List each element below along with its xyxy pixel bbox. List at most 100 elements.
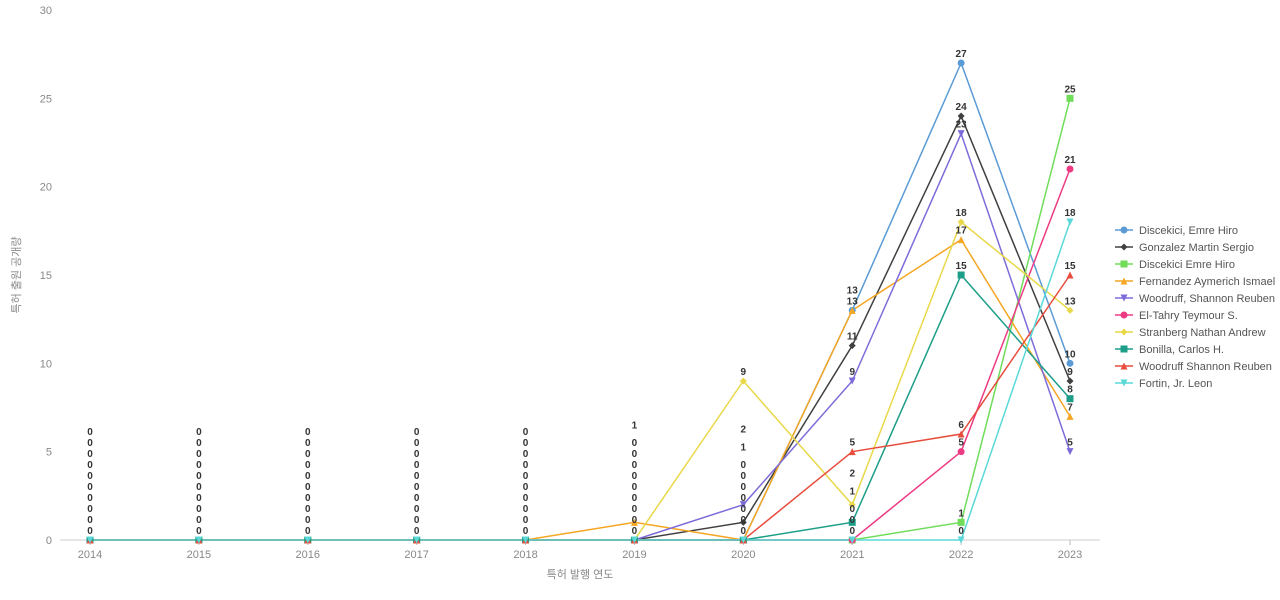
point-label: 0	[741, 526, 747, 537]
point-label: 0	[87, 449, 93, 460]
y-tick-label: 5	[46, 447, 52, 459]
point-label: 0	[741, 493, 747, 504]
y-tick-label: 20	[40, 182, 52, 194]
x-tick-label: 2014	[78, 549, 102, 561]
point-label: 0	[741, 515, 747, 526]
point-label: 9	[849, 367, 855, 378]
point-label: 0	[632, 449, 638, 460]
point-label: 0	[523, 504, 529, 515]
series-line	[90, 275, 1070, 540]
y-tick-label: 30	[40, 5, 52, 17]
point-label: 0	[849, 515, 855, 526]
marker	[1067, 219, 1074, 226]
point-label: 13	[847, 285, 859, 296]
marker	[958, 448, 965, 455]
point-label: 0	[196, 482, 202, 493]
point-label: 0	[523, 460, 529, 471]
point-label: 0	[414, 471, 420, 482]
point-label: 11	[847, 332, 858, 343]
y-tick-label: 0	[46, 535, 52, 547]
point-label: 0	[87, 471, 93, 482]
point-label: 0	[305, 471, 311, 482]
marker	[1067, 395, 1074, 402]
point-label: 0	[87, 438, 93, 449]
point-label: 5	[849, 438, 855, 449]
marker	[1067, 95, 1074, 102]
point-label: 0	[414, 482, 420, 493]
point-label: 0	[305, 438, 311, 449]
point-label: 0	[414, 493, 420, 504]
point-label: 27	[956, 49, 968, 60]
y-tick-label: 10	[40, 358, 52, 370]
series-line	[90, 275, 1070, 540]
point-label: 0	[414, 460, 420, 471]
point-label: 0	[523, 427, 529, 438]
point-label: 0	[87, 482, 93, 493]
point-label: 0	[741, 471, 747, 482]
point-label: 0	[632, 493, 638, 504]
point-label: 10	[1064, 349, 1076, 360]
marker	[1121, 346, 1128, 353]
series-line	[90, 134, 1070, 540]
point-label: 2	[741, 425, 747, 436]
point-label: 18	[1064, 208, 1076, 219]
series-line	[90, 63, 1070, 540]
point-label: 18	[956, 208, 968, 219]
point-label: 0	[196, 427, 202, 438]
point-label: 15	[1064, 261, 1076, 272]
point-label: 0	[196, 471, 202, 482]
point-label: 0	[632, 438, 638, 449]
marker	[1067, 378, 1074, 385]
marker	[1067, 272, 1074, 279]
point-label: 0	[741, 504, 747, 515]
x-tick-label: 2023	[1058, 549, 1082, 561]
marker	[958, 272, 965, 279]
point-label: 0	[87, 515, 93, 526]
point-label: 0	[632, 526, 638, 537]
legend-label: Stranberg Nathan Andrew	[1139, 327, 1266, 339]
x-tick-label: 2018	[513, 549, 537, 561]
point-label: 0	[414, 427, 420, 438]
x-tick-label: 2019	[622, 549, 646, 561]
marker	[958, 130, 965, 137]
point-label: 0	[305, 460, 311, 471]
point-label: 0	[523, 449, 529, 460]
point-label: 13	[1064, 296, 1076, 307]
marker	[1067, 448, 1074, 455]
point-label: 0	[632, 504, 638, 515]
marker	[958, 60, 965, 67]
point-label: 1	[849, 486, 855, 497]
point-label: 0	[523, 515, 529, 526]
legend-label: Gonzalez Martin Sergio	[1139, 242, 1254, 254]
series-line	[90, 222, 1070, 540]
point-label: 0	[414, 526, 420, 537]
x-tick-label: 2015	[187, 549, 211, 561]
point-label: 0	[632, 460, 638, 471]
point-label: 0	[632, 471, 638, 482]
point-label: 0	[196, 438, 202, 449]
legend-label: Discekici Emre Hiro	[1139, 259, 1235, 271]
point-label: 0	[305, 427, 311, 438]
x-tick-label: 2020	[731, 549, 755, 561]
point-label: 23	[956, 120, 968, 131]
marker	[1121, 312, 1128, 319]
point-label: 0	[523, 493, 529, 504]
x-axis-label: 특허 발행 연도	[547, 568, 614, 581]
point-label: 0	[849, 526, 855, 537]
point-label: 0	[87, 504, 93, 515]
point-label: 24	[956, 102, 968, 113]
point-label: 0	[632, 482, 638, 493]
point-label: 9	[1067, 367, 1073, 378]
series-line	[90, 222, 1070, 540]
marker	[1067, 166, 1074, 173]
point-label: 0	[196, 460, 202, 471]
point-label: 17	[956, 226, 968, 237]
point-label: 21	[1064, 155, 1076, 166]
point-label: 0	[196, 515, 202, 526]
legend-label: Bonilla, Carlos H.	[1139, 344, 1224, 356]
point-label: 0	[196, 449, 202, 460]
point-label: 1	[958, 508, 964, 519]
point-label: 0	[741, 460, 747, 471]
legend-label: Woodruff, Shannon Reuben	[1139, 293, 1275, 305]
point-label: 0	[87, 460, 93, 471]
